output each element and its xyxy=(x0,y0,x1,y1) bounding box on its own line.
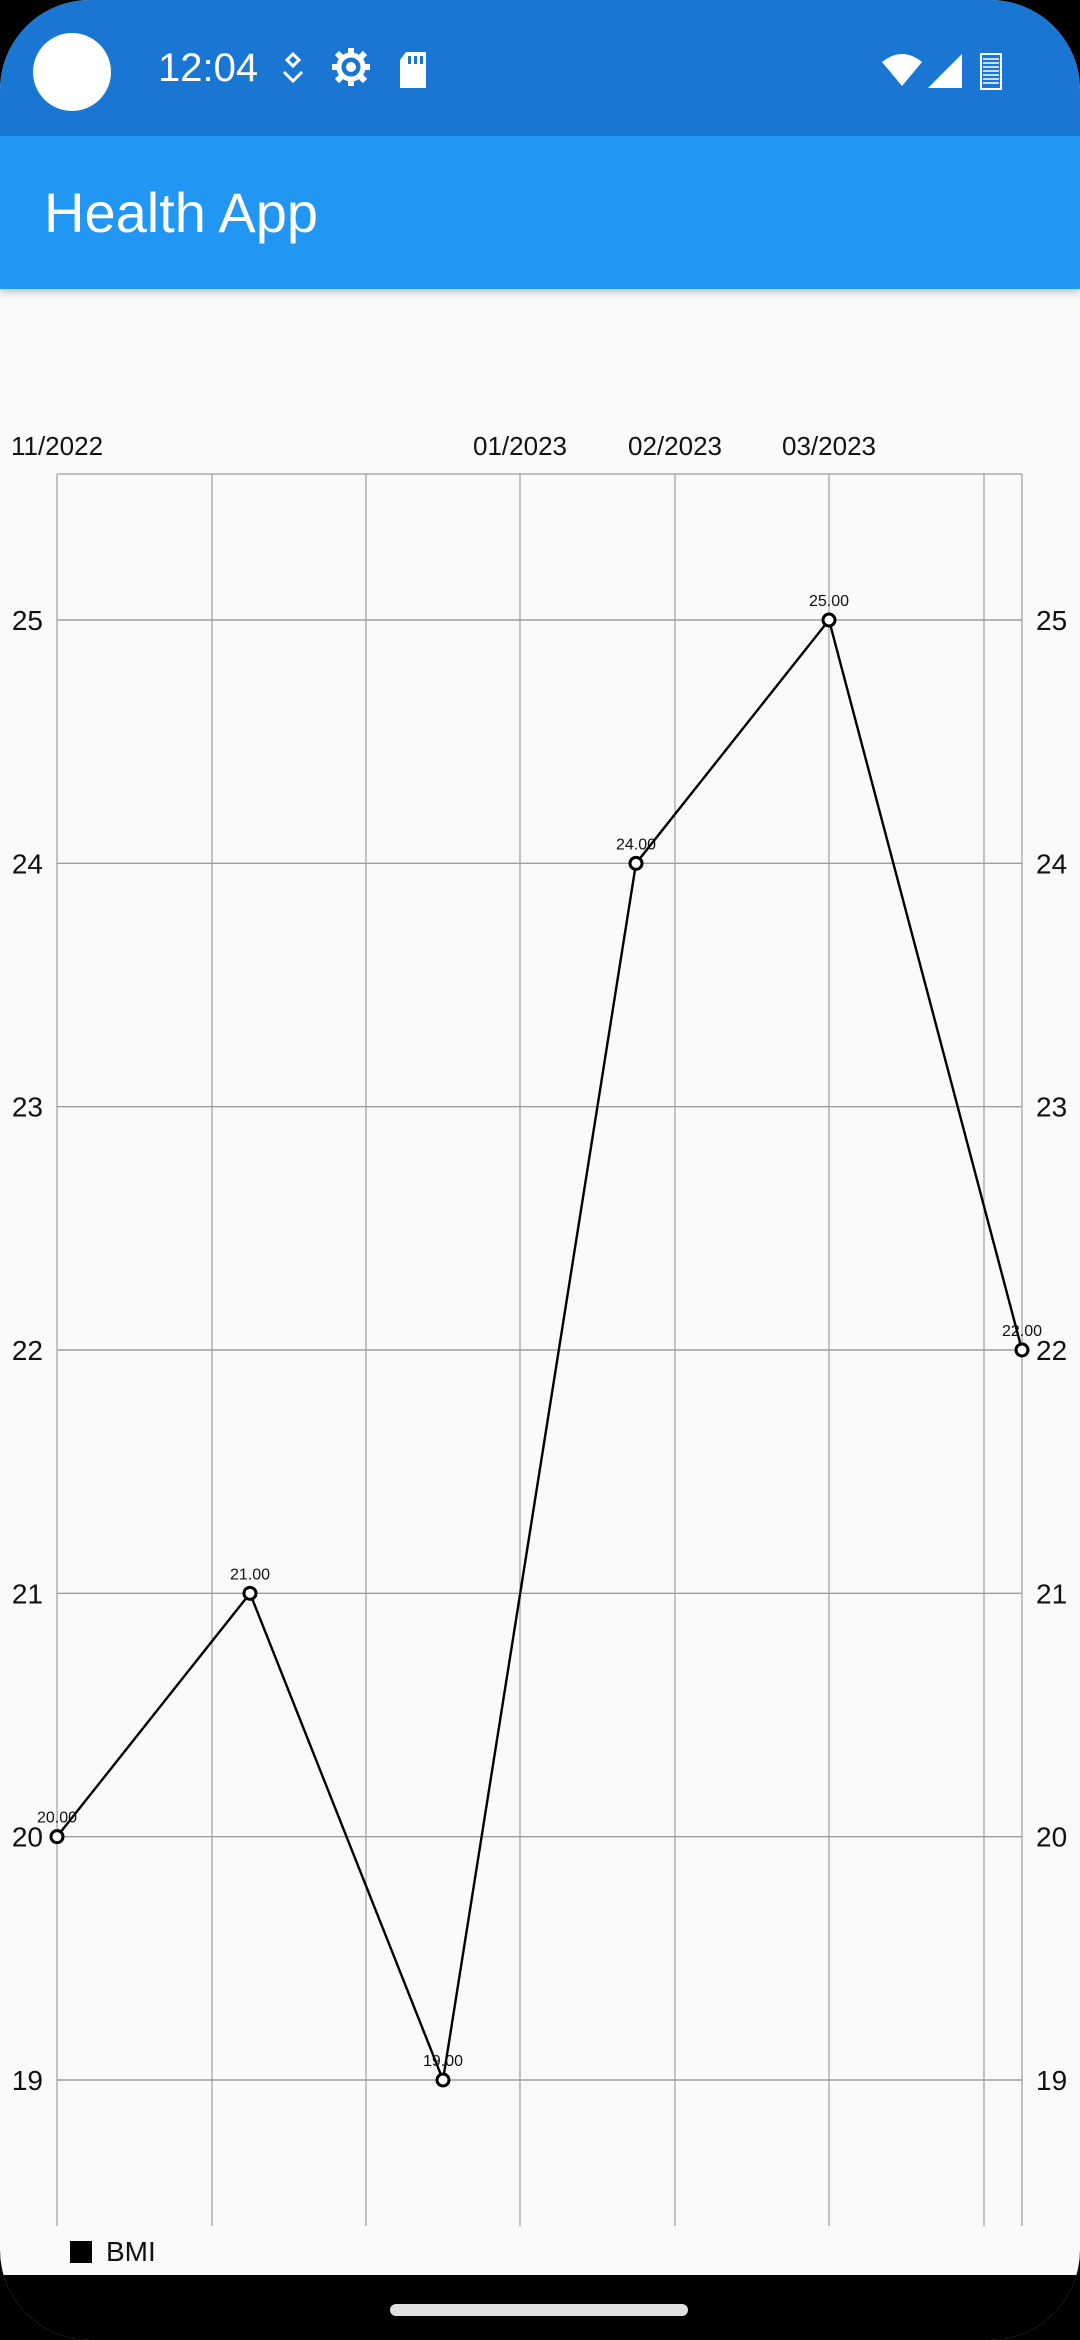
legend-label-bmi: BMI xyxy=(106,2236,156,2267)
x-tick-label-1: 01/2023 xyxy=(473,431,567,461)
legend-swatch-bmi xyxy=(70,2241,92,2263)
y-tick-left-24: 24 xyxy=(12,848,43,879)
y-tick-left-23: 23 xyxy=(12,1092,43,1123)
data-point-5 xyxy=(1014,1342,1030,1358)
status-time: 12:04 xyxy=(158,46,259,90)
data-point-0 xyxy=(49,1829,65,1845)
y-tick-right-23: 23 xyxy=(1036,1092,1067,1123)
data-point-3 xyxy=(628,855,644,871)
y-tick-right-25: 25 xyxy=(1036,605,1067,636)
data-point-1 xyxy=(242,1585,258,1601)
data-label-5: 22.00 xyxy=(1002,1323,1042,1340)
x-tick-label-3: 03/2023 xyxy=(782,431,876,461)
settings-gear-icon xyxy=(332,48,370,86)
y-tick-left-19: 19 xyxy=(12,2065,43,2096)
y-tick-right-20: 20 xyxy=(1036,1822,1067,1853)
y-tick-right-22: 22 xyxy=(1036,1335,1067,1366)
pulse-icon xyxy=(282,51,304,84)
camera-cutout xyxy=(33,33,111,111)
bmi-line-chart[interactable]: 19 19 20 20 21 21 22 22 23 23 24 24 25 25 11/2022 01/20… xyxy=(0,289,1080,2275)
data-point-4 xyxy=(821,612,837,628)
y-tick-left-21: 21 xyxy=(12,1578,43,1609)
data-point-2 xyxy=(435,2072,451,2088)
y-tick-left-20: 20 xyxy=(12,1822,43,1853)
cell-signal-icon xyxy=(928,54,962,88)
y-tick-right-21: 21 xyxy=(1036,1578,1067,1609)
home-gesture-handle[interactable] xyxy=(390,2304,688,2316)
data-label-2: 19.00 xyxy=(423,2053,463,2070)
y-tick-right-19: 19 xyxy=(1036,2065,1067,2096)
y-tick-left-22: 22 xyxy=(12,1335,43,1366)
data-label-4: 25.00 xyxy=(809,593,849,610)
data-label-3: 24.00 xyxy=(616,836,656,853)
bmi-chart[interactable]: 19 19 20 20 21 21 22 22 23 23 24 24 25 25 11/2022 01/20… xyxy=(0,289,1080,2275)
wifi-icon xyxy=(882,54,922,86)
y-tick-left-25: 25 xyxy=(12,605,43,636)
x-tick-label-2: 02/2023 xyxy=(628,431,722,461)
series-line-bmi xyxy=(56,617,1024,2085)
chart-legend: BMI xyxy=(70,2232,156,2272)
status-bar: 12:04 xyxy=(0,0,1080,136)
x-tick-label-0: 11/2022 xyxy=(11,431,103,461)
data-label-1: 21.00 xyxy=(230,1566,270,1583)
data-label-0: 20.00 xyxy=(37,1810,77,1827)
y-tick-right-24: 24 xyxy=(1036,848,1067,879)
app-bar: Health App xyxy=(0,136,1080,289)
sd-card-icon xyxy=(400,52,426,88)
battery-icon xyxy=(980,53,1002,90)
app-title: Health App xyxy=(44,181,318,244)
